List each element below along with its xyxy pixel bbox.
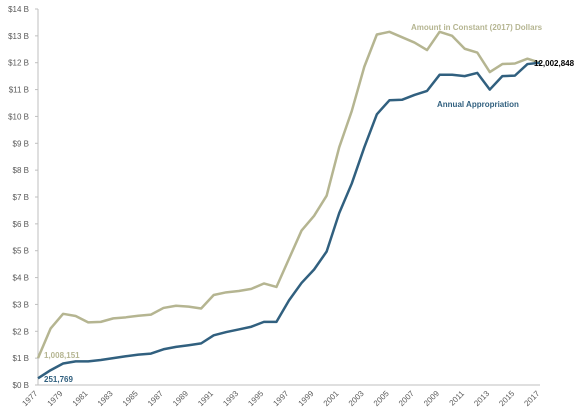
x-tick-label: 2011 xyxy=(448,389,467,408)
x-tick-label: 1999 xyxy=(297,389,316,408)
x-tick-label: 2003 xyxy=(347,389,366,408)
x-tick-label: 1989 xyxy=(171,389,190,408)
x-tick-label: 2007 xyxy=(397,389,416,408)
y-tick-label: $0 B xyxy=(13,381,29,390)
y-tick-label: $11 B xyxy=(9,86,29,95)
y-tick-label: $2 B xyxy=(13,327,29,336)
x-tick-label: 1987 xyxy=(146,389,165,408)
x-tick-label: 1983 xyxy=(96,389,115,408)
y-tick-label: $12 B xyxy=(8,59,29,68)
data-label-start-constant: 1,008,151 xyxy=(44,351,80,360)
y-axis-ticks: $0 B $1 B $2 B $3 B $4 B $5 B $6 B $7 B $8 B $9 B… xyxy=(8,5,38,390)
x-tick-label: 1981 xyxy=(71,389,90,408)
y-tick-label: $10 B xyxy=(8,112,29,121)
x-tick-label: 1979 xyxy=(46,389,65,408)
series-line-constant-dollars xyxy=(36,30,541,359)
y-tick-label: $1 B xyxy=(13,354,29,363)
series-label-annual-appropriation: Annual Appropriation xyxy=(437,100,519,109)
y-tick-label: $8 B xyxy=(13,166,29,175)
x-tick-label: 2009 xyxy=(422,389,441,408)
y-tick-label: $7 B xyxy=(13,193,29,202)
x-axis-ticks: 1977 1979 1981 1983 1985 1987 1989 1991 1993 1995… xyxy=(20,389,541,408)
y-tick-label: $14 B xyxy=(8,5,29,14)
x-tick-label: 2005 xyxy=(372,389,391,408)
x-tick-label: 2015 xyxy=(497,389,516,408)
y-tick-label: $6 B xyxy=(13,220,29,229)
x-tick-label: 2017 xyxy=(522,389,541,408)
x-tick-label: 1995 xyxy=(246,389,265,408)
series-line-annual-appropriation xyxy=(37,61,541,380)
x-tick-label: 1977 xyxy=(20,389,39,408)
x-tick-label: 1991 xyxy=(196,389,215,408)
y-tick-label: $9 B xyxy=(13,139,29,148)
data-label-start-appropriation: 251,769 xyxy=(44,375,73,384)
x-tick-label: 2013 xyxy=(472,389,491,408)
data-label-end-value: 12,002,848 xyxy=(534,59,575,68)
x-tick-label: 1997 xyxy=(271,389,290,408)
y-tick-label: $3 B xyxy=(13,300,29,309)
x-tick-label: 1993 xyxy=(221,389,240,408)
y-tick-label: $13 B xyxy=(8,32,29,41)
series-label-constant-dollars: Amount in Constant (2017) Dollars xyxy=(411,23,543,32)
y-tick-label: $4 B xyxy=(13,274,29,283)
x-tick-label: 1985 xyxy=(121,389,140,408)
y-tick-label: $5 B xyxy=(13,247,29,256)
x-tick-label: 2001 xyxy=(322,389,341,408)
